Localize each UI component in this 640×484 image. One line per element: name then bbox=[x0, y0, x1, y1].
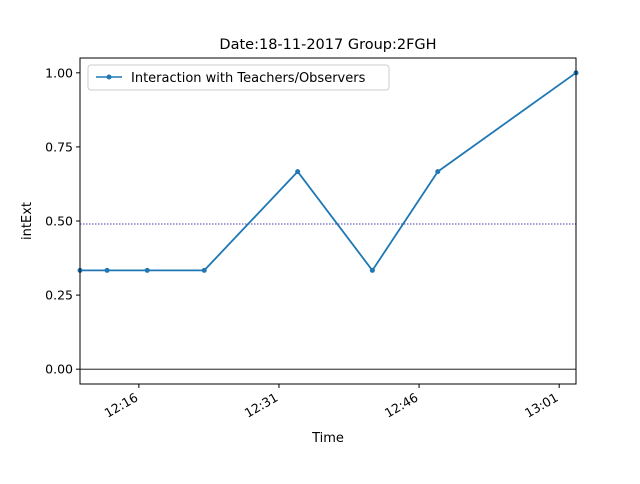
data-point bbox=[201, 267, 207, 273]
legend-label: Interaction with Teachers/Observers bbox=[131, 71, 366, 86]
x-axis: 12:16 12:31 12:46 13:01 bbox=[102, 384, 561, 421]
legend-marker bbox=[106, 74, 112, 80]
chart-title: Date:18-11-2017 Group:2FGH bbox=[219, 37, 436, 53]
y-tick-label: 0.50 bbox=[45, 214, 73, 229]
data-point bbox=[104, 267, 110, 273]
plot-area-frame bbox=[79, 57, 577, 385]
y-tick-label: 0.75 bbox=[45, 139, 73, 154]
y-axis: 0.00 0.25 0.50 0.75 1.00 bbox=[45, 65, 80, 377]
y-tick-label: 0.00 bbox=[45, 362, 73, 377]
legend: Interaction with Teachers/Observers bbox=[87, 64, 390, 91]
reference-lines bbox=[80, 223, 576, 370]
series-line-1 bbox=[80, 72, 577, 272]
data-point bbox=[295, 169, 301, 175]
y-axis-label: intExt bbox=[20, 202, 35, 240]
y-tick-label: 0.25 bbox=[45, 288, 73, 303]
data-point bbox=[144, 267, 150, 273]
data-point bbox=[369, 267, 375, 273]
x-tick-label: 12:31 bbox=[242, 390, 281, 421]
legend-box bbox=[87, 64, 390, 91]
series-layer bbox=[77, 70, 579, 273]
y-tick-label: 1.00 bbox=[45, 65, 73, 80]
x-tick-label: 12:16 bbox=[102, 390, 141, 421]
data-point bbox=[435, 169, 441, 175]
x-tick-label: 12:46 bbox=[382, 390, 421, 421]
x-tick-label: 13:01 bbox=[522, 390, 561, 421]
x-axis-label: Time bbox=[311, 431, 344, 446]
